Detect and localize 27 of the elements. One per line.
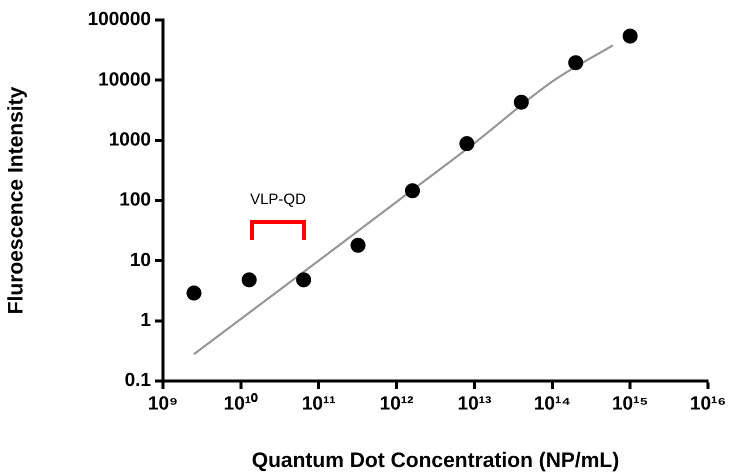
y-tick-label: 1000 [108,130,151,151]
y-tick-label: 0.1 [124,370,152,392]
x-tick-label: 10¹¹ [302,394,336,415]
y-tick-label: 100000 [88,9,151,30]
x-tick-label: 10¹⁴ [534,394,571,415]
point [514,94,529,110]
x-tick-label: 10¹³ [458,394,492,415]
point [296,272,312,288]
y-tick-label: 1 [140,310,152,332]
point [568,55,584,70]
x-tick-label: 10⁹ [148,394,178,415]
x-tick-label: 10¹⁶ [690,394,726,415]
y-axis-title: Fluroescence Intensity [4,86,28,314]
point [459,136,474,152]
x-tick-label: 10¹⁵ [612,394,648,415]
point [186,286,202,301]
point [404,183,420,198]
y-tick-label: 10000 [98,69,151,90]
y-tick-label: 10 [130,250,151,271]
x-tick-label: 10¹² [380,394,414,415]
point [350,238,366,253]
point [622,28,638,44]
x-tick-label: 10¹⁰ [224,392,258,415]
annotation: VLP-QD [250,191,306,208]
point [242,272,257,288]
y-tick-label: 100 [119,190,151,211]
x-axis-title: Quantum Dot Concentration (NP/mL) [252,449,620,472]
